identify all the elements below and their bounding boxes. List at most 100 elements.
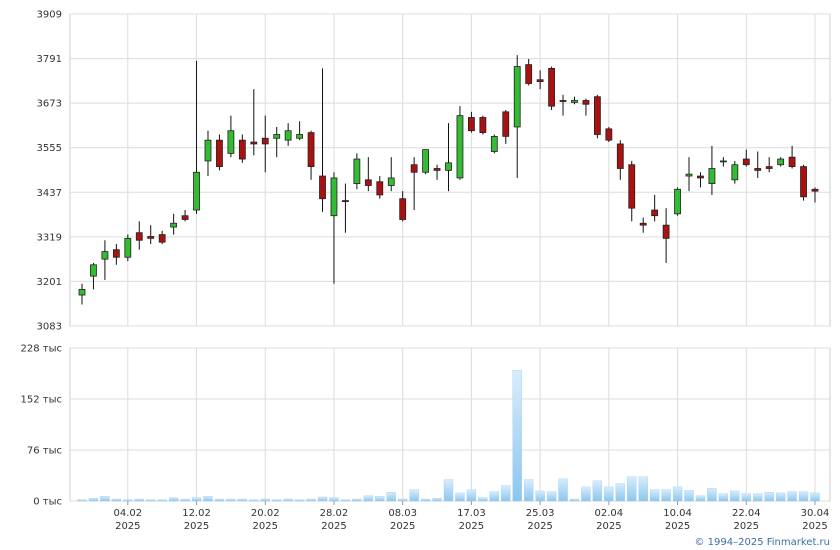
y-tick-label: 3673 — [37, 99, 62, 110]
volume-bar — [581, 486, 591, 502]
candle-body — [158, 234, 166, 243]
volume-bar — [466, 489, 477, 502]
x-tick-label: 28.02 — [320, 508, 349, 519]
candle-body — [525, 64, 533, 84]
candle-body — [227, 130, 235, 154]
volume-bar — [741, 493, 751, 502]
volume-bar — [501, 485, 511, 502]
candle-body — [342, 200, 349, 202]
x-tick-year: 2025 — [321, 521, 346, 532]
volume-bar — [180, 498, 190, 502]
volume-bar — [100, 496, 110, 502]
candle-body — [353, 158, 361, 184]
candle-body — [765, 166, 773, 169]
volume-bar — [317, 496, 328, 502]
candle-body — [616, 143, 624, 169]
candle-body — [90, 264, 97, 277]
candle-body — [124, 237, 132, 258]
volume-bar — [340, 499, 351, 502]
volume-bar — [604, 486, 614, 502]
candle-body — [445, 162, 452, 171]
candle-body — [811, 188, 819, 192]
y-tick-label: 3201 — [37, 277, 62, 288]
x-tick-year: 2025 — [734, 521, 759, 532]
x-tick-year: 2025 — [253, 521, 278, 532]
volume-bar — [810, 492, 820, 502]
volume-bar — [363, 495, 373, 502]
volume-bar — [203, 496, 213, 502]
volume-bar — [398, 498, 408, 502]
candle-body — [719, 160, 727, 163]
volume-bar — [352, 498, 362, 502]
x-tick-label: 20.02 — [251, 508, 280, 519]
x-tick-label: 08.03 — [388, 508, 417, 519]
volume-bar — [168, 497, 179, 502]
candle-body — [674, 188, 681, 215]
candle-body — [204, 139, 212, 162]
candle-body — [697, 175, 704, 179]
volume-bar — [775, 492, 786, 502]
candle-body — [582, 100, 590, 105]
candle-body — [147, 236, 155, 239]
candle-body — [238, 139, 246, 160]
candle-body — [101, 251, 109, 260]
volume-bar — [627, 476, 637, 502]
volume-bar — [798, 491, 809, 502]
volume-bar — [386, 492, 396, 502]
candle-body — [330, 177, 338, 217]
volume-bar — [443, 479, 454, 502]
x-tick-label: 25.03 — [526, 508, 555, 519]
volume-bar — [638, 476, 648, 502]
volume-bar — [489, 491, 499, 502]
plot-area — [69, 347, 831, 502]
candle-body — [490, 135, 498, 152]
candle-body — [193, 171, 200, 211]
volume-bar — [672, 486, 683, 502]
candle-body — [662, 224, 670, 239]
candle-body — [548, 67, 555, 107]
x-tick-label: 10.04 — [663, 508, 692, 519]
volume-bar — [478, 497, 488, 502]
x-tick-year: 2025 — [527, 521, 552, 532]
volume-bar — [718, 493, 729, 502]
candle-body — [708, 168, 716, 184]
volume-bar — [272, 499, 282, 502]
candle-body — [571, 100, 578, 103]
y-tick-label: 152 тыс — [21, 395, 62, 406]
candle-body — [307, 132, 315, 168]
volume-bar — [787, 491, 797, 502]
x-tick-year: 2025 — [459, 521, 484, 532]
candle-body — [364, 179, 372, 186]
candle-body — [376, 181, 384, 196]
y-tick-label: 3791 — [37, 54, 62, 65]
volume-bar — [615, 483, 625, 502]
volume-bar — [455, 492, 465, 502]
volume-bar — [226, 498, 236, 502]
volume-bar — [535, 490, 545, 502]
x-tick-year: 2025 — [802, 521, 827, 532]
y-tick-label: 3083 — [37, 322, 62, 333]
candle-body — [502, 111, 510, 137]
candle-body — [170, 222, 178, 228]
candle-body — [651, 209, 659, 217]
candle-body — [754, 168, 762, 171]
candle-body — [605, 128, 613, 141]
x-tick-label: 04.02 — [113, 508, 142, 519]
x-tick-year: 2025 — [184, 521, 209, 532]
candle-body — [559, 100, 567, 102]
candle-body — [181, 215, 189, 220]
volume-bar — [707, 488, 717, 502]
candle-body — [422, 149, 429, 173]
volume-bar — [375, 496, 385, 502]
candle-body — [788, 156, 796, 168]
volume-bar — [191, 497, 202, 502]
candle-body — [479, 117, 487, 134]
x-tick-year: 2025 — [390, 521, 415, 532]
x-tick-year: 2025 — [596, 521, 621, 532]
volume-bar — [77, 499, 87, 502]
x-tick-label: 30.04 — [801, 508, 830, 519]
volume-bar — [524, 479, 534, 502]
volume-bar — [294, 499, 305, 502]
candle-body — [685, 173, 693, 177]
